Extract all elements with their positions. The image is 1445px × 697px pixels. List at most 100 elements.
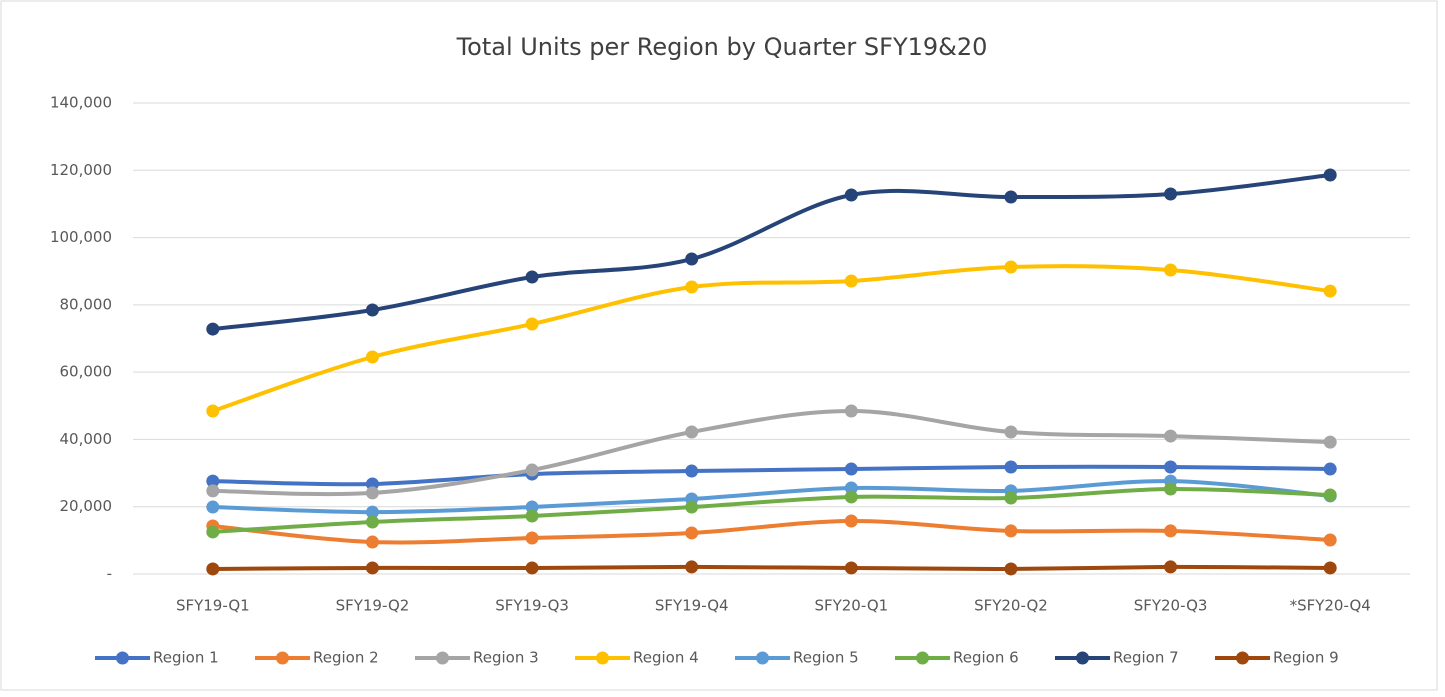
y-tick-label: 40,000 xyxy=(60,430,113,448)
y-tick-label: 100,000 xyxy=(50,228,112,246)
point xyxy=(685,526,699,540)
x-tick-label: SFY19-Q3 xyxy=(495,597,569,615)
point xyxy=(365,535,379,549)
point xyxy=(685,280,699,294)
point xyxy=(206,404,220,418)
point xyxy=(525,561,539,575)
x-tick-label: SFY19-Q4 xyxy=(655,597,729,615)
point xyxy=(1164,460,1178,474)
point xyxy=(365,477,379,491)
point xyxy=(844,274,858,288)
legend-marker xyxy=(116,651,129,665)
point xyxy=(525,500,539,514)
chart-title: Total Units per Region by Quarter SFY19&… xyxy=(456,33,988,61)
point xyxy=(206,322,220,336)
x-tick-label: SFY20-Q1 xyxy=(814,597,888,615)
point xyxy=(1164,524,1178,538)
point xyxy=(365,303,379,317)
x-tick-label: *SFY20-Q4 xyxy=(1290,597,1371,615)
y-tick-label: 80,000 xyxy=(60,295,113,313)
legend-marker xyxy=(756,651,769,665)
point xyxy=(1164,482,1178,496)
legend-label: Region 6 xyxy=(953,649,1019,667)
legend-marker xyxy=(276,651,289,665)
y-tick-label: 120,000 xyxy=(50,161,112,179)
series-line xyxy=(212,479,1331,515)
legend-marker xyxy=(1236,651,1249,665)
point xyxy=(365,486,379,500)
point xyxy=(844,490,858,504)
series-line xyxy=(212,173,1331,332)
series-line xyxy=(212,408,1331,497)
point xyxy=(1004,562,1018,576)
series-line xyxy=(212,487,1331,534)
legend-marker xyxy=(916,651,929,665)
x-tick-label: SFY20-Q2 xyxy=(974,597,1048,615)
point xyxy=(525,463,539,477)
point xyxy=(206,500,220,514)
point xyxy=(365,505,379,519)
series-line xyxy=(212,464,1331,487)
point xyxy=(1323,462,1337,476)
point xyxy=(685,425,699,439)
point xyxy=(685,500,699,514)
point xyxy=(525,317,539,331)
point xyxy=(525,270,539,284)
point xyxy=(685,464,699,478)
point xyxy=(1323,168,1337,182)
point xyxy=(1164,263,1178,277)
point xyxy=(1004,524,1018,538)
y-tick-label: 60,000 xyxy=(60,363,113,381)
point xyxy=(206,474,220,488)
legend-label: Region 9 xyxy=(1273,649,1339,667)
x-tick-label: SFY19-Q1 xyxy=(176,597,250,615)
point xyxy=(685,560,699,574)
point xyxy=(1323,488,1337,502)
point xyxy=(1323,533,1337,547)
point xyxy=(844,188,858,202)
point xyxy=(206,525,220,539)
legend-marker xyxy=(596,651,609,665)
point xyxy=(1004,425,1018,439)
point xyxy=(844,404,858,418)
series-line xyxy=(212,519,1331,545)
point xyxy=(525,531,539,545)
point xyxy=(1323,284,1337,298)
point xyxy=(1164,560,1178,574)
legend-label: Region 3 xyxy=(473,649,539,667)
point xyxy=(365,561,379,575)
series-line xyxy=(212,264,1331,413)
point xyxy=(844,462,858,476)
point xyxy=(1323,561,1337,575)
point xyxy=(206,562,220,576)
legend-label: Region 7 xyxy=(1113,649,1179,667)
point xyxy=(1004,190,1018,204)
point xyxy=(1164,429,1178,443)
y-tick-label: 20,000 xyxy=(60,497,113,515)
y-tick-label: - xyxy=(107,565,112,583)
point xyxy=(844,561,858,575)
series-line xyxy=(212,564,1331,571)
point xyxy=(685,252,699,266)
x-tick-label: SFY19-Q2 xyxy=(336,597,410,615)
point xyxy=(844,514,858,528)
point xyxy=(1004,260,1018,274)
point xyxy=(365,515,379,529)
point xyxy=(525,509,539,523)
point xyxy=(1004,491,1018,505)
point xyxy=(1164,187,1178,201)
point xyxy=(1323,435,1337,449)
legend-label: Region 4 xyxy=(633,649,699,667)
x-tick-label: SFY20-Q3 xyxy=(1134,597,1208,615)
point xyxy=(206,484,220,498)
y-tick-label: 140,000 xyxy=(50,94,112,112)
point xyxy=(1004,460,1018,474)
point xyxy=(844,481,858,495)
legend-marker xyxy=(1076,651,1089,665)
legend-label: Region 1 xyxy=(153,649,219,667)
point xyxy=(365,350,379,364)
legend-label: Region 2 xyxy=(313,649,379,667)
legend-label: Region 5 xyxy=(793,649,859,667)
